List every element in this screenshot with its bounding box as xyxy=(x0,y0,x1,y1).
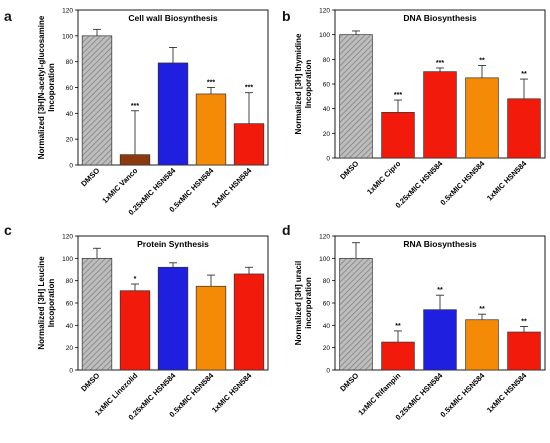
dna-chart: DNA Biosynthesis Normalized [3H] thymidin… xyxy=(294,8,546,210)
y-axis-label: Normalized [3H]N-acetyl-glucosamineIncop… xyxy=(37,15,56,159)
y-tick-label: 60 xyxy=(323,301,331,308)
x-tick-label: 1xMIC Cipro xyxy=(365,159,403,197)
bar-dmso xyxy=(81,257,113,371)
y-tick-label: 120 xyxy=(62,8,73,15)
bar-1xmic-hsn584 xyxy=(233,273,265,371)
x-tick-label: DMSO xyxy=(79,166,101,188)
y-tick-label: 40 xyxy=(323,106,331,113)
x-tick-label: 1xMIC HSN584 xyxy=(485,370,529,414)
significance-label: ** xyxy=(521,71,527,78)
x-tick-label: 1xMIC HSN584 xyxy=(210,165,254,209)
significance-label: *** xyxy=(207,80,215,87)
bar-1xmic-vanco xyxy=(119,154,151,166)
significance-label: ** xyxy=(479,58,485,65)
y-axis-label: Normalized [3H] thymidineIncoporation xyxy=(294,33,313,134)
rna-chart: RNA Biosynthesis Normalized [3H] uracilin… xyxy=(294,234,546,422)
bar-0-25xmic-hsn584 xyxy=(157,266,189,371)
y-tick-label: 0 xyxy=(69,163,73,170)
x-tick-label: 1xMIC HSN584 xyxy=(485,158,529,202)
y-tick-label: 40 xyxy=(66,323,74,330)
bar-dmso xyxy=(339,257,373,371)
bar-1xmic-hsn584 xyxy=(233,123,265,166)
significance-label: *** xyxy=(245,85,253,92)
panel-label-a: a xyxy=(4,8,12,24)
significance-label: ** xyxy=(395,323,401,330)
significance-label: *** xyxy=(436,60,444,67)
x-tick-label: DMSO xyxy=(338,371,360,393)
y-tick-label: 0 xyxy=(326,368,330,375)
chart-title: DNA Biosynthesis xyxy=(403,13,477,23)
bar-0-5xmic-hsn584 xyxy=(195,93,227,166)
y-tick-label: 100 xyxy=(319,32,330,39)
x-tick-label: DMSO xyxy=(338,159,360,181)
y-tick-label: 120 xyxy=(62,234,73,241)
y-axis-label: Normalized [3H] uracilincorporation xyxy=(294,261,313,345)
y-tick-label: 80 xyxy=(66,59,74,66)
bar-1xmic-cipro xyxy=(381,112,415,159)
bar-1xmic-hsn584 xyxy=(507,331,541,371)
significance-label: ** xyxy=(479,306,485,313)
y-tick-label: 0 xyxy=(326,156,330,163)
y-tick-label: 100 xyxy=(319,256,330,263)
significance-label: * xyxy=(134,276,137,283)
y-tick-label: 0 xyxy=(69,368,73,375)
significance-label: ** xyxy=(521,318,527,325)
y-tick-label: 40 xyxy=(66,111,74,118)
x-tick-label: 1xMIC Vanco xyxy=(100,166,139,205)
y-tick-label: 40 xyxy=(323,323,331,330)
bar-0-25xmic-hsn584 xyxy=(157,62,189,166)
y-tick-label: 80 xyxy=(323,57,331,64)
y-tick-label: 120 xyxy=(319,8,330,15)
x-tick-label: DMSO xyxy=(79,371,101,393)
chart-title: RNA Biosynthesis xyxy=(403,239,477,249)
y-tick-label: 20 xyxy=(323,345,331,352)
x-tick-label: 0.5xMIC HSN584 xyxy=(438,370,487,419)
bar-0-25xmic-hsn584 xyxy=(423,309,457,371)
chart-title: Cell wall Biosynthesis xyxy=(128,13,218,23)
y-tick-label: 20 xyxy=(66,345,74,352)
y-tick-label: 80 xyxy=(323,278,331,285)
cell-wall-chart: Cell wall Biosynthesis Normalized [3H]N-a… xyxy=(37,8,269,217)
y-tick-label: 60 xyxy=(323,82,331,89)
panel-label-d: d xyxy=(282,222,291,238)
y-tick-label: 120 xyxy=(319,234,330,241)
y-tick-label: 100 xyxy=(62,256,73,263)
bar-dmso xyxy=(339,34,373,159)
y-axis-label: Normalized [3H] LeucineIncoporation xyxy=(37,256,56,350)
panel-label-b: b xyxy=(282,8,291,24)
x-tick-label: 1xMIC HSN584 xyxy=(210,370,254,414)
significance-label: ** xyxy=(437,287,443,294)
y-tick-label: 100 xyxy=(62,33,73,40)
y-tick-label: 60 xyxy=(66,85,74,92)
bar-0-5xmic-hsn584 xyxy=(465,319,499,371)
protein-chart: Protein Synthesis Normalized [3H] Leucine… xyxy=(37,234,269,422)
bar-0-5xmic-hsn584 xyxy=(465,77,499,159)
bar-1xmic-linezolid xyxy=(119,290,151,371)
significance-label: *** xyxy=(131,103,139,110)
bar-dmso xyxy=(81,35,113,166)
chart-title: Protein Synthesis xyxy=(137,239,209,249)
y-tick-label: 60 xyxy=(66,301,74,308)
y-tick-label: 20 xyxy=(323,131,331,138)
y-tick-label: 20 xyxy=(66,137,74,144)
bar-0-5xmic-hsn584 xyxy=(195,285,227,371)
x-tick-label: 0.5xMIC HSN584 xyxy=(438,158,487,207)
x-tick-label: 1xMIC Rifampin xyxy=(356,371,402,417)
bar-1xmic-hsn584 xyxy=(507,98,541,159)
bar-0-25xmic-hsn584 xyxy=(423,71,457,159)
bar-1xmic-rifampin xyxy=(381,341,415,371)
y-tick-label: 80 xyxy=(66,278,74,285)
panel-label-c: c xyxy=(4,222,12,238)
significance-label: *** xyxy=(394,92,402,99)
